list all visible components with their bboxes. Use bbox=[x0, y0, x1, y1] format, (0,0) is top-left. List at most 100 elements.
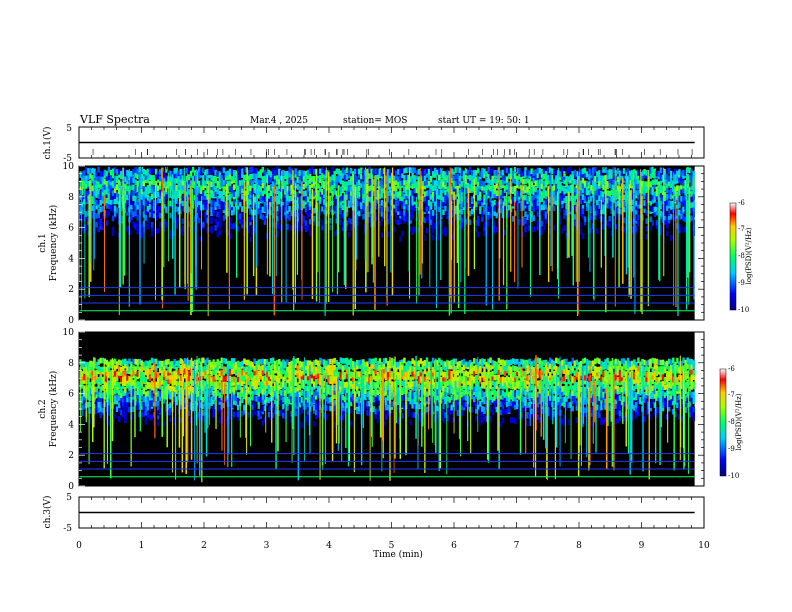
spectrogram-cell bbox=[253, 378, 256, 385]
spectrogram-cell bbox=[269, 221, 273, 227]
spectrogram-cell bbox=[216, 364, 219, 370]
spectrogram-cell bbox=[228, 204, 232, 211]
spectrogram-cell bbox=[290, 397, 293, 404]
spectrogram-cell bbox=[487, 206, 490, 212]
spectrogram-cell bbox=[431, 215, 435, 221]
spectrogram-cell bbox=[602, 191, 605, 198]
spectrogram-cell bbox=[169, 233, 172, 240]
spectrogram-cell bbox=[154, 168, 158, 175]
spectrogram-cell bbox=[276, 209, 279, 216]
spectrogram-cell bbox=[407, 166, 410, 173]
spectrogram-cell bbox=[243, 174, 246, 181]
spectrogram-cell bbox=[481, 188, 484, 195]
spectrogram-cell bbox=[306, 212, 310, 219]
spectrogram-cell bbox=[483, 184, 486, 191]
spectrogram-cell bbox=[230, 186, 234, 193]
spectrogram-cell bbox=[126, 375, 129, 381]
spectrogram-cell bbox=[103, 381, 107, 388]
spectrogram-cell bbox=[579, 174, 583, 181]
spectrogram-cell bbox=[234, 369, 238, 376]
spectrogram-cell bbox=[169, 367, 172, 374]
spectrogram-cell bbox=[653, 172, 657, 179]
spectrogram-cell bbox=[635, 208, 638, 215]
spectrogram-cell bbox=[600, 175, 603, 182]
y-tick-label: 4 bbox=[68, 254, 74, 264]
spectrogram-cell bbox=[226, 360, 230, 367]
spectrogram-cell bbox=[339, 195, 343, 202]
spectrogram-cell bbox=[507, 211, 511, 218]
spectrogram-cell bbox=[335, 217, 338, 224]
spectrogram-cell bbox=[329, 181, 332, 187]
spectrogram-cell bbox=[643, 200, 646, 206]
spectrogram-cell bbox=[224, 199, 228, 206]
spectrogram-cell bbox=[507, 185, 511, 191]
spectrogram-cell bbox=[83, 394, 86, 401]
spectrogram-cell bbox=[165, 193, 168, 200]
spectrogram-cell bbox=[429, 219, 433, 226]
spectrogram-cell bbox=[85, 362, 88, 368]
spectrogram-cell bbox=[665, 194, 669, 200]
spectrogram-cell bbox=[341, 358, 345, 364]
spectrogram-cell bbox=[81, 398, 84, 404]
spectrogram-cell bbox=[85, 214, 88, 221]
spectrogram-cell bbox=[544, 199, 548, 205]
spectrogram-cell bbox=[460, 217, 464, 224]
spectrogram-cell bbox=[427, 218, 431, 225]
spectrogram-cell bbox=[267, 208, 271, 215]
spectrogram-cell bbox=[202, 370, 205, 376]
spectrogram-cell bbox=[438, 235, 441, 241]
spectrogram-cell bbox=[608, 177, 611, 184]
spectrogram-cell bbox=[271, 357, 275, 364]
spectrogram-cell bbox=[187, 221, 191, 228]
spectrogram-cell bbox=[273, 235, 277, 241]
spectrogram-cell bbox=[290, 417, 293, 423]
spectrogram-cell bbox=[298, 174, 302, 181]
spectrogram-cell bbox=[462, 194, 466, 200]
spectrogram-cell bbox=[475, 204, 478, 210]
spectrogram-cell bbox=[206, 357, 209, 364]
spectrogram-cell bbox=[208, 214, 211, 221]
spectrogram-cell bbox=[493, 205, 496, 212]
spectrogram-cell bbox=[676, 185, 679, 191]
spectrogram-cell bbox=[105, 197, 109, 204]
spectrogram-cell bbox=[163, 397, 166, 404]
spectrogram-cell bbox=[491, 188, 494, 194]
spectrogram-cell bbox=[146, 412, 150, 418]
ch1-cb-tick-3: -9 bbox=[738, 279, 745, 287]
spectrogram-cell bbox=[575, 171, 579, 177]
spectrogram-cell bbox=[384, 169, 388, 176]
spectrogram-cell bbox=[175, 189, 178, 195]
spectrogram-cell bbox=[561, 167, 564, 173]
spectrogram-cell bbox=[150, 175, 154, 181]
spectrogram-cell bbox=[91, 365, 94, 372]
spectrogram-cell bbox=[237, 208, 240, 214]
spectrogram-cell bbox=[83, 374, 86, 381]
spectrogram-cell bbox=[663, 174, 667, 180]
spectrogram-cell bbox=[115, 191, 119, 198]
spectrogram-cell bbox=[565, 195, 568, 202]
spectrogram-cell bbox=[345, 181, 349, 187]
spectrogram-cell bbox=[327, 358, 330, 365]
spectrogram-cell bbox=[351, 171, 355, 177]
spectrogram-cell bbox=[530, 200, 533, 207]
spectrogram-cell bbox=[339, 371, 343, 378]
spectrogram-cell bbox=[464, 178, 468, 184]
spectrogram-cell bbox=[95, 178, 98, 184]
spectrogram-cell bbox=[175, 215, 178, 221]
spectrogram-cell bbox=[323, 173, 326, 180]
spectrogram-cell bbox=[105, 188, 109, 195]
spectrogram-cell bbox=[247, 179, 250, 186]
spectrogram-cell bbox=[284, 370, 287, 377]
spectrogram-cell bbox=[351, 383, 355, 389]
spectrogram-cell bbox=[399, 218, 402, 225]
spectrogram-cell bbox=[382, 211, 386, 218]
spectrogram-cell bbox=[278, 168, 281, 175]
spectrogram-cell bbox=[273, 212, 277, 219]
spectrogram-cell bbox=[212, 181, 215, 187]
spectrogram-cell bbox=[405, 174, 408, 181]
spectrogram-cell bbox=[154, 172, 158, 178]
spectrogram-cell bbox=[107, 371, 111, 377]
spectrogram-cell bbox=[587, 197, 591, 204]
spectrogram-cell bbox=[142, 372, 146, 378]
spectrogram-cell bbox=[637, 178, 640, 184]
